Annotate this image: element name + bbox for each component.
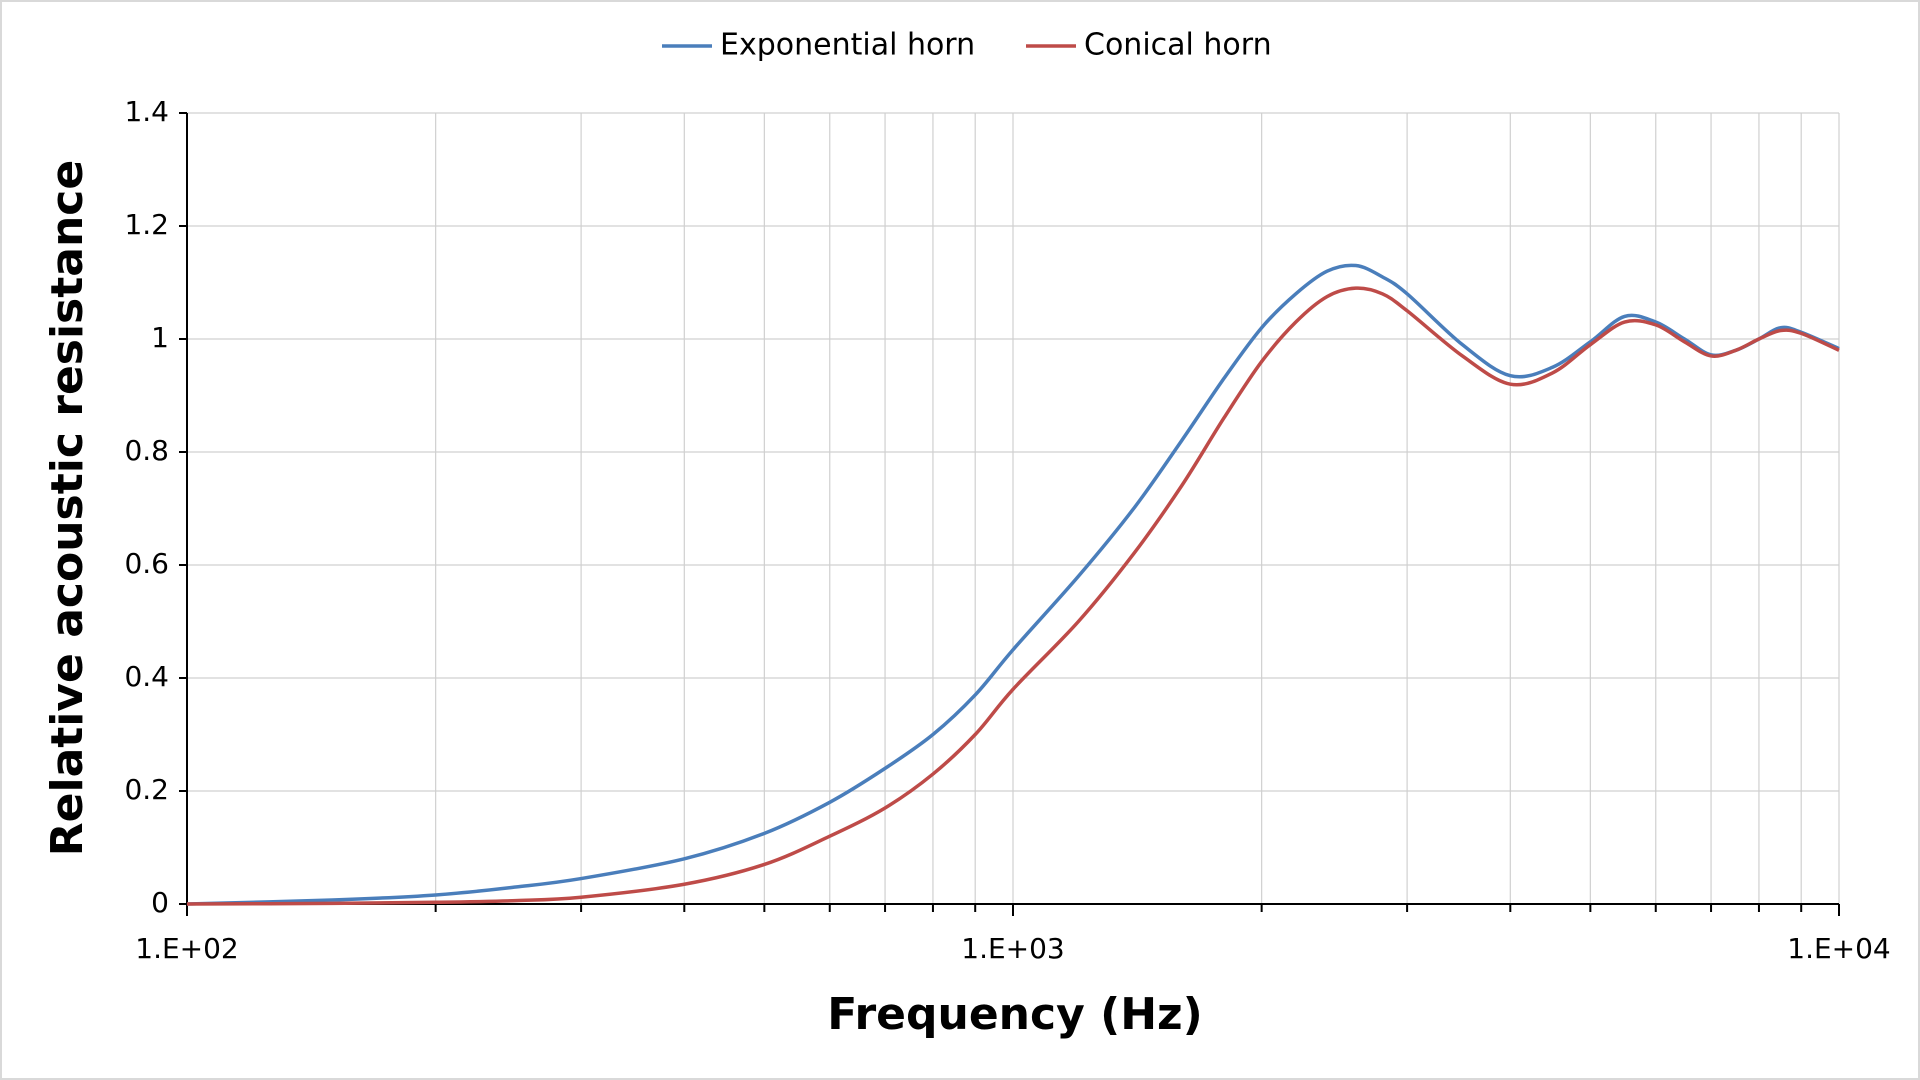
legend-label: Exponential horn (720, 28, 975, 63)
x-tick-label: 1.E+04 (1787, 932, 1891, 965)
y-tick-label: 1 (151, 321, 169, 354)
y-tick-label: 0 (151, 886, 169, 919)
data-line (186, 286, 1840, 906)
x-tick-label: 1.E+02 (135, 932, 239, 965)
legend-label: Conical horn (1084, 28, 1272, 63)
y-axis-title: Relative acoustic resistance (42, 160, 93, 856)
x-tick-label: 1.E+03 (961, 932, 1065, 965)
y-tick-label: 0.4 (124, 660, 169, 693)
data-line (186, 263, 1840, 906)
y-tick-label: 1.2 (124, 208, 169, 241)
y-tick-label: 0.6 (124, 547, 169, 580)
y-tick-label: 0.2 (124, 773, 169, 806)
y-tick-label: 0.8 (124, 434, 169, 467)
y-tick-label: 1.4 (124, 95, 169, 128)
x-axis-title: Frequency (Hz) (827, 989, 1203, 1040)
